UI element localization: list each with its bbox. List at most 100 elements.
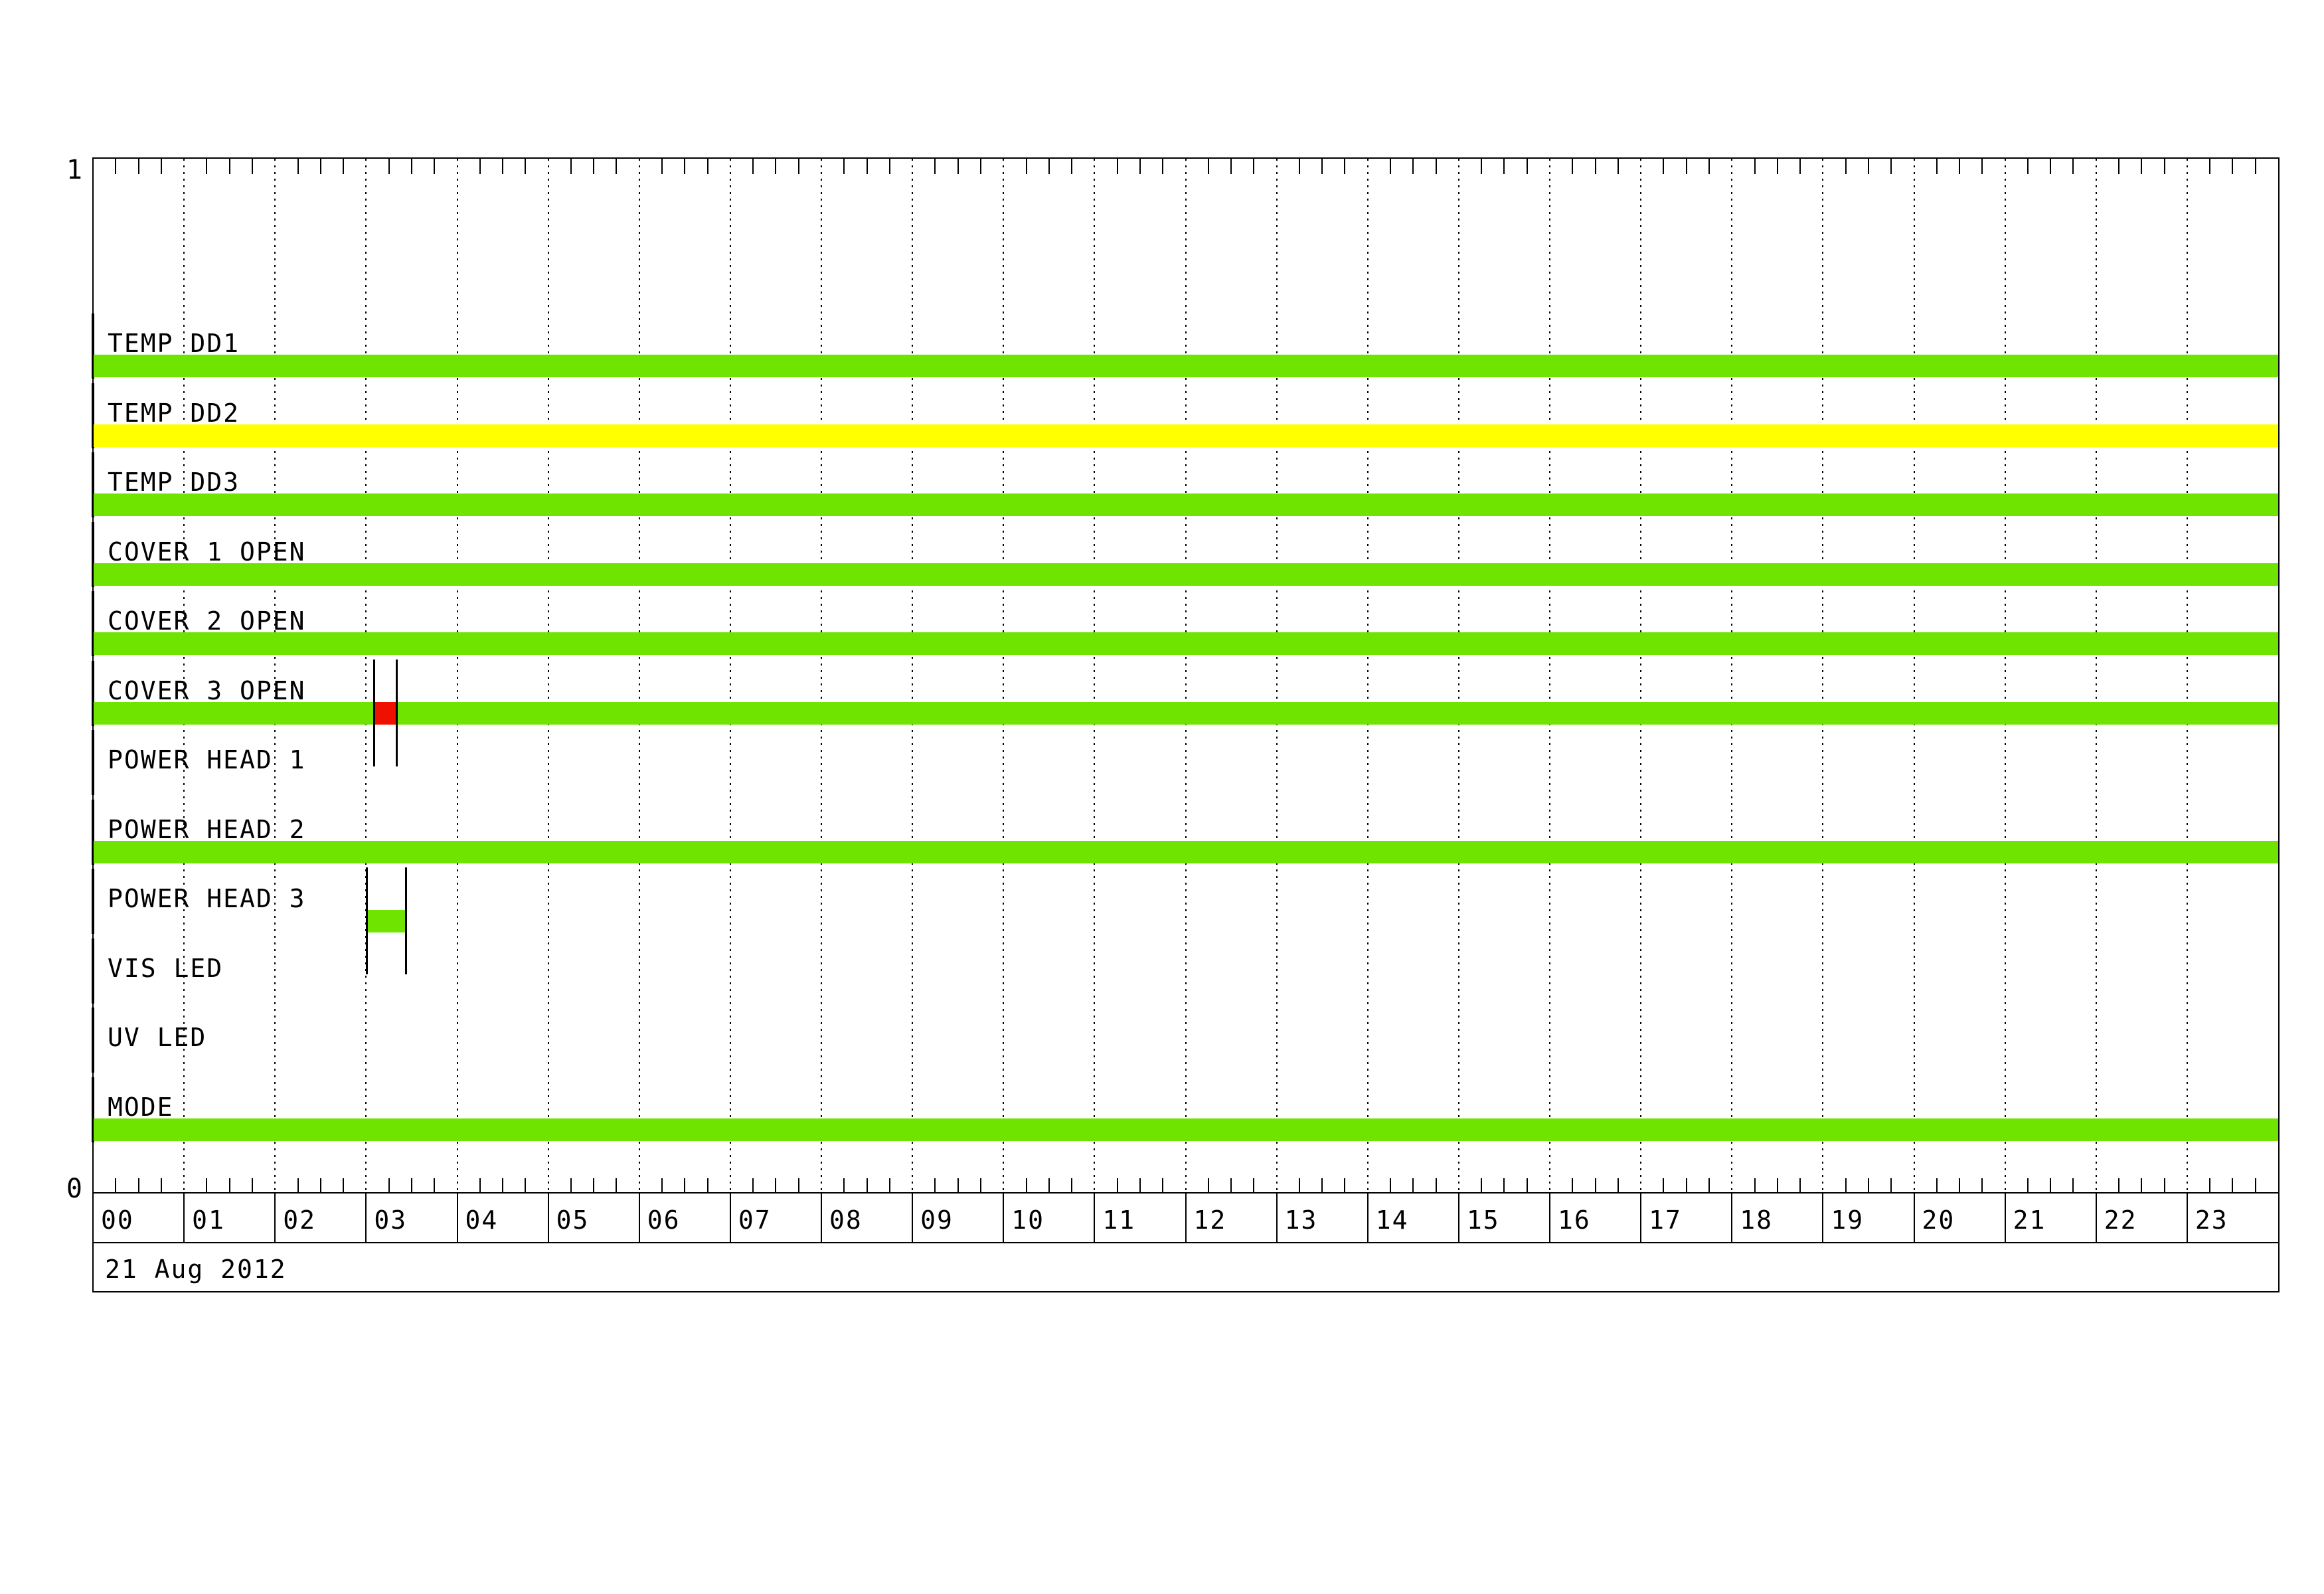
quarter-tick-bottom xyxy=(1139,1178,1141,1194)
hour-tick-label: 16 xyxy=(1558,1205,1591,1235)
hour-cell-separator xyxy=(365,1194,367,1242)
quarter-tick-top xyxy=(1116,159,1118,174)
quarter-tick-bottom xyxy=(1116,1178,1118,1194)
quarter-tick-bottom xyxy=(1708,1178,1710,1194)
quarter-tick-top xyxy=(228,159,230,174)
quarter-tick-top xyxy=(684,159,686,174)
hour-gridline xyxy=(1094,159,1096,1194)
hour-gridline xyxy=(1822,159,1824,1194)
quarter-tick-bottom xyxy=(1071,1178,1073,1194)
hour-tick-label: 03 xyxy=(374,1205,408,1235)
hour-tick-label: 10 xyxy=(1011,1205,1045,1235)
quarter-tick-top xyxy=(115,159,117,174)
quarter-tick-top xyxy=(479,159,481,174)
quarter-tick-bottom xyxy=(797,1178,799,1194)
plot-right-border xyxy=(2278,157,2280,1292)
quarter-tick-top xyxy=(251,159,253,174)
quarter-tick-bottom xyxy=(1162,1178,1164,1194)
row-label: COVER 3 OPEN xyxy=(108,676,306,705)
hour-cell-separator xyxy=(1640,1194,1642,1242)
hour-tick-label: 09 xyxy=(920,1205,954,1235)
status-bar-segment xyxy=(93,355,2278,377)
hour-gridline xyxy=(547,159,549,1194)
status-bar-segment xyxy=(93,841,2278,863)
quarter-tick-bottom xyxy=(888,1178,890,1194)
hour-cell-separator xyxy=(729,1194,731,1242)
quarter-tick-top xyxy=(1481,159,1483,174)
hour-tick-label: 02 xyxy=(283,1205,317,1235)
hour-gridline xyxy=(1276,159,1278,1194)
quarter-tick-bottom xyxy=(1594,1178,1596,1194)
hour-gridline xyxy=(274,159,276,1194)
hour-tick-label: 08 xyxy=(829,1205,863,1235)
quarter-tick-bottom xyxy=(616,1178,618,1194)
quarter-tick-bottom xyxy=(410,1178,412,1194)
quarter-tick-bottom xyxy=(1526,1178,1528,1194)
quarter-tick-top xyxy=(410,159,412,174)
quarter-tick-top xyxy=(1048,159,1050,174)
quarter-tick-bottom xyxy=(570,1178,572,1194)
quarter-tick-top xyxy=(2118,159,2120,174)
event-marker-line xyxy=(373,660,376,766)
quarter-tick-top xyxy=(593,159,595,174)
quarter-tick-top xyxy=(570,159,572,174)
quarter-tick-top xyxy=(2254,159,2256,174)
quarter-tick-top xyxy=(525,159,527,174)
hour-gridline xyxy=(2004,159,2006,1194)
quarter-tick-bottom xyxy=(388,1178,390,1194)
hour-gridline xyxy=(2186,159,2188,1194)
hour-gridline xyxy=(1549,159,1550,1194)
row-label: VIS LED xyxy=(108,954,224,983)
quarter-tick-bottom xyxy=(1390,1178,1392,1194)
quarter-tick-top xyxy=(1435,159,1437,174)
quarter-tick-bottom xyxy=(1253,1178,1255,1194)
y-axis-label-top: 1 xyxy=(66,155,82,185)
hour-cell-separator xyxy=(1457,1194,1459,1242)
quarter-tick-bottom xyxy=(1981,1178,1983,1194)
hour-gridline xyxy=(821,159,822,1194)
y-axis-label-bottom: 0 xyxy=(66,1174,82,1204)
quarter-tick-top xyxy=(1526,159,1528,174)
quarter-tick-top xyxy=(2232,159,2234,174)
quarter-tick-bottom xyxy=(1207,1178,1209,1194)
quarter-tick-top xyxy=(160,159,162,174)
hour-tick-label: 17 xyxy=(1649,1205,1682,1235)
quarter-tick-bottom xyxy=(2141,1178,2143,1194)
quarter-tick-bottom xyxy=(1776,1178,1778,1194)
quarter-tick-top xyxy=(2141,159,2143,174)
quarter-tick-bottom xyxy=(1412,1178,1414,1194)
quarter-tick-bottom xyxy=(1799,1178,1801,1194)
hour-tick-label: 13 xyxy=(1284,1205,1318,1235)
hour-cell-separator xyxy=(2004,1194,2006,1242)
hour-gridline xyxy=(183,159,185,1194)
status-bar-segment xyxy=(93,702,374,725)
quarter-tick-bottom xyxy=(775,1178,777,1194)
quarter-tick-bottom xyxy=(2072,1178,2074,1194)
quarter-tick-bottom xyxy=(1503,1178,1505,1194)
quarter-tick-bottom xyxy=(1344,1178,1346,1194)
hour-cell-separator xyxy=(456,1194,458,1242)
quarter-tick-top xyxy=(888,159,890,174)
quarter-tick-top xyxy=(1207,159,1209,174)
quarter-tick-bottom xyxy=(1936,1178,1938,1194)
quarter-tick-top xyxy=(1390,159,1392,174)
quarter-tick-bottom xyxy=(684,1178,686,1194)
quarter-tick-top xyxy=(2072,159,2074,174)
quarter-tick-bottom xyxy=(593,1178,595,1194)
status-bar-segment xyxy=(93,493,2278,516)
hour-gridline xyxy=(1640,159,1642,1194)
quarter-tick-top xyxy=(1071,159,1073,174)
quarter-tick-bottom xyxy=(228,1178,230,1194)
quarter-tick-top xyxy=(1503,159,1505,174)
hour-cell-separator xyxy=(547,1194,549,1242)
quarter-tick-bottom xyxy=(525,1178,527,1194)
quarter-tick-bottom xyxy=(434,1178,436,1194)
quarter-tick-bottom xyxy=(1048,1178,1050,1194)
quarter-tick-bottom xyxy=(137,1178,139,1194)
row-label: TEMP DD3 xyxy=(108,468,240,497)
quarter-tick-top xyxy=(1845,159,1847,174)
date-label: 21 Aug 2012 xyxy=(105,1255,287,1284)
hour-tick-label: 05 xyxy=(556,1205,590,1235)
hour-tick-label: 12 xyxy=(1193,1205,1227,1235)
